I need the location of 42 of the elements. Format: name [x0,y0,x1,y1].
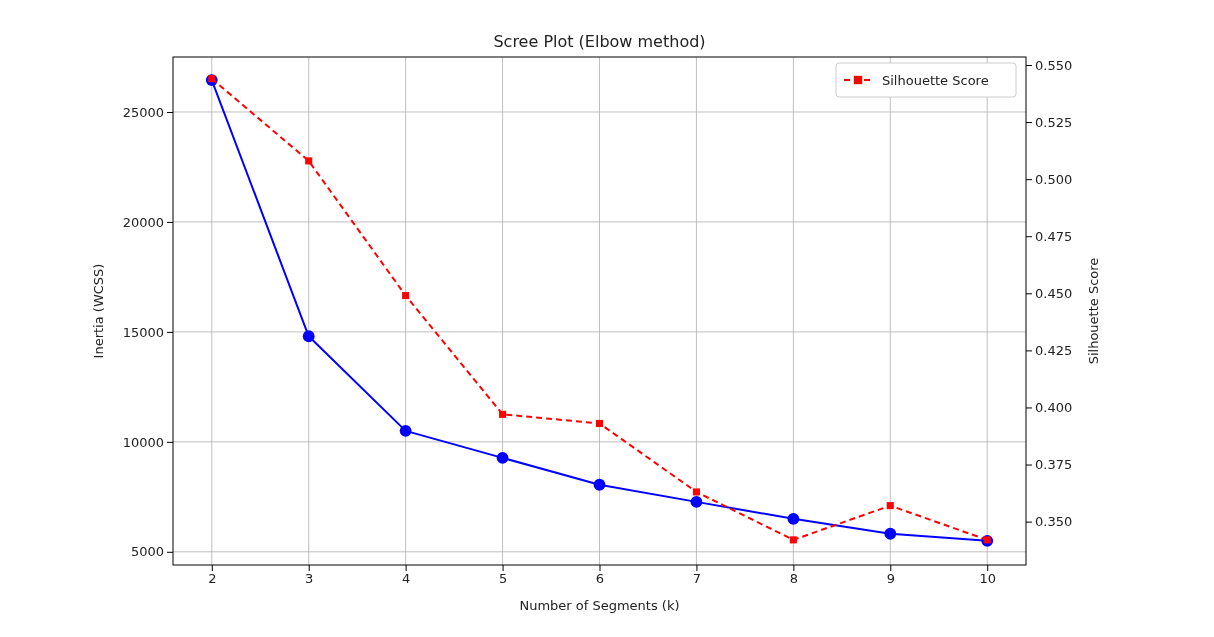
x-tick-label: 5 [498,571,508,587]
point [789,536,797,544]
point [593,478,606,491]
y2-tick-label: 0.350 [1035,514,1073,530]
y2-tick-label: 0.450 [1035,285,1073,301]
y2-tick-label: 0.550 [1035,57,1073,73]
x-tick-label: 10 [979,571,996,587]
point [305,157,313,165]
y-tick-label: 5000 [130,544,164,560]
x-tick-label: 7 [692,571,702,587]
y2-tick-label: 0.375 [1035,457,1073,473]
y2-tick-label: 0.425 [1035,343,1073,359]
point [884,527,897,540]
y2-tick-label: 0.500 [1035,171,1073,187]
x-tick-label: 8 [789,571,798,587]
point [595,419,604,427]
point [690,495,703,508]
point [499,410,507,418]
y-tick-label: 10000 [122,434,164,450]
y-tick-label: 15000 [122,324,164,340]
x-tick-label: 6 [595,571,605,587]
point [402,292,410,300]
x-axis-title: Number of Segments (k) [519,598,680,613]
point [886,502,894,510]
y2-tick-label: 0.400 [1035,400,1073,416]
x-tick-label: 4 [402,571,411,587]
point [692,488,700,496]
x-tick-label: 9 [886,571,895,587]
point [399,424,412,437]
y2-axis-title: Silhouette Score [1086,257,1101,365]
legend-label: Silhouette Score [882,73,989,88]
y-tick-label: 25000 [122,104,164,120]
y-tick-label: 20000 [122,214,164,230]
x-tick-label: 2 [208,571,217,587]
y2-tick-label: 0.475 [1035,228,1073,244]
point [787,512,800,525]
x-tick-label: 3 [305,571,314,587]
y-axis-title: Inertia (WCSS) [91,263,106,359]
chart-title: Scree Plot (Elbow method) [493,32,706,51]
point [496,452,509,464]
y2-tick-label: 0.525 [1035,114,1073,130]
point [302,330,315,343]
